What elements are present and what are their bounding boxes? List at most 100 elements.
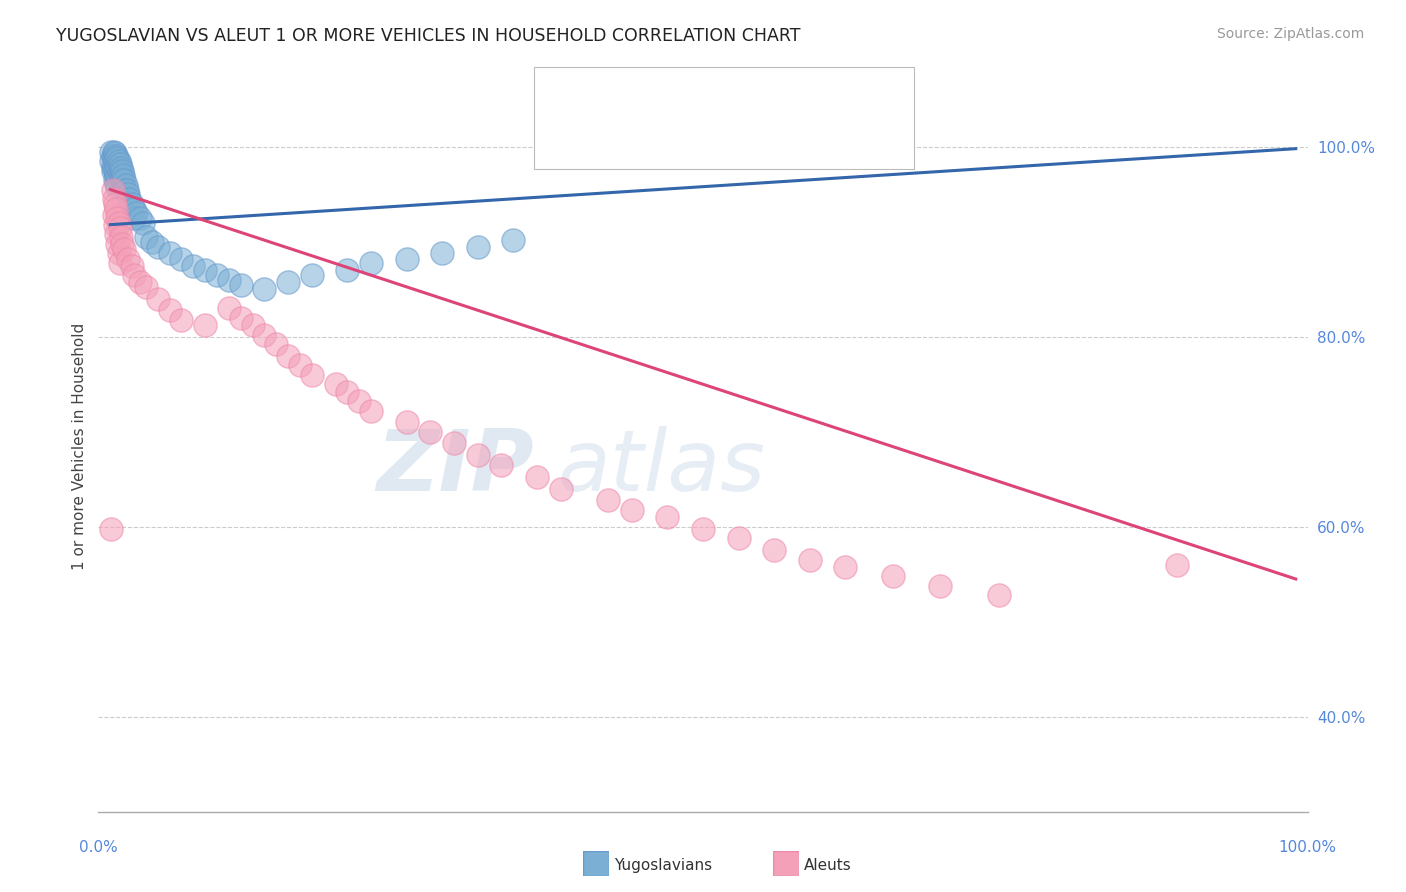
Point xyxy=(159,303,181,318)
Point xyxy=(103,192,125,206)
Point xyxy=(360,404,382,418)
Point xyxy=(111,236,134,251)
Point xyxy=(336,263,359,277)
Point xyxy=(117,187,139,202)
Point xyxy=(692,522,714,536)
Point xyxy=(114,178,136,192)
Point xyxy=(105,227,128,242)
Point xyxy=(170,252,193,266)
Point xyxy=(253,327,276,342)
Point xyxy=(129,275,152,289)
Point xyxy=(194,263,217,277)
Point xyxy=(105,166,128,180)
Point xyxy=(111,173,134,187)
Text: Yugoslavians: Yugoslavians xyxy=(614,858,713,872)
Point xyxy=(105,149,128,163)
Point xyxy=(146,292,169,306)
Point xyxy=(105,157,128,171)
Point xyxy=(110,161,132,175)
Point xyxy=(122,268,145,282)
Point xyxy=(242,318,264,333)
Point xyxy=(105,236,128,251)
Point xyxy=(105,161,128,175)
Point xyxy=(229,310,252,325)
Point xyxy=(132,216,155,230)
Point xyxy=(194,318,217,333)
Point xyxy=(301,368,323,382)
Point xyxy=(111,163,134,178)
Point xyxy=(110,230,132,244)
Point xyxy=(146,239,169,253)
Point xyxy=(205,268,228,282)
Point xyxy=(100,154,122,169)
Point xyxy=(100,145,122,159)
Point xyxy=(141,235,163,249)
Point xyxy=(929,579,952,593)
Point xyxy=(727,531,749,545)
Text: R =  0.299   N = 60: R = 0.299 N = 60 xyxy=(586,87,793,104)
Point xyxy=(105,176,128,190)
Point xyxy=(657,510,679,524)
Point xyxy=(105,211,128,225)
Point xyxy=(105,202,128,216)
Point xyxy=(115,182,138,196)
Point xyxy=(159,246,181,260)
Point xyxy=(834,559,856,574)
Point xyxy=(467,449,489,463)
Point xyxy=(104,163,127,178)
Point xyxy=(419,425,441,439)
Text: ZIP: ZIP xyxy=(375,426,534,509)
Point xyxy=(107,216,129,230)
Point xyxy=(988,588,1011,602)
Point xyxy=(108,220,131,235)
Point xyxy=(125,206,148,220)
Point xyxy=(104,146,127,161)
Text: 100.0%: 100.0% xyxy=(1278,840,1337,855)
Point xyxy=(103,145,125,159)
Point xyxy=(108,255,131,269)
Point xyxy=(101,182,124,196)
Point xyxy=(432,246,454,260)
Point xyxy=(118,192,141,206)
Point xyxy=(104,173,127,187)
Point xyxy=(122,202,145,216)
Point xyxy=(253,282,276,296)
Point xyxy=(170,312,193,326)
Point xyxy=(277,349,299,363)
Point xyxy=(104,196,127,211)
Point xyxy=(129,211,152,225)
Point xyxy=(107,163,129,178)
Point xyxy=(443,436,465,450)
Point xyxy=(110,170,132,185)
Point xyxy=(104,218,127,232)
Point xyxy=(360,255,382,269)
Point xyxy=(491,458,513,472)
Point xyxy=(101,163,124,178)
Text: 0.0%: 0.0% xyxy=(79,840,118,855)
Point xyxy=(181,259,204,273)
Point xyxy=(288,358,311,372)
Point xyxy=(229,277,252,292)
Point xyxy=(107,154,129,169)
Point xyxy=(114,243,136,257)
Point xyxy=(135,280,157,294)
Point xyxy=(264,337,287,351)
Point xyxy=(108,166,131,180)
Point xyxy=(502,233,524,247)
Text: Source: ZipAtlas.com: Source: ZipAtlas.com xyxy=(1216,27,1364,41)
Point xyxy=(117,252,139,266)
Point xyxy=(135,230,157,244)
Point xyxy=(101,159,124,173)
Point xyxy=(763,543,786,558)
Text: R = -0.610   N = 57: R = -0.610 N = 57 xyxy=(586,126,793,144)
Point xyxy=(121,259,143,273)
Point xyxy=(799,553,821,567)
Point xyxy=(105,179,128,194)
Point xyxy=(882,569,904,583)
Point xyxy=(218,301,240,316)
Point xyxy=(100,522,122,536)
Point xyxy=(103,208,125,222)
Point xyxy=(395,252,418,266)
Point xyxy=(107,246,129,260)
Y-axis label: 1 or more Vehicles in Household: 1 or more Vehicles in Household xyxy=(72,322,87,570)
